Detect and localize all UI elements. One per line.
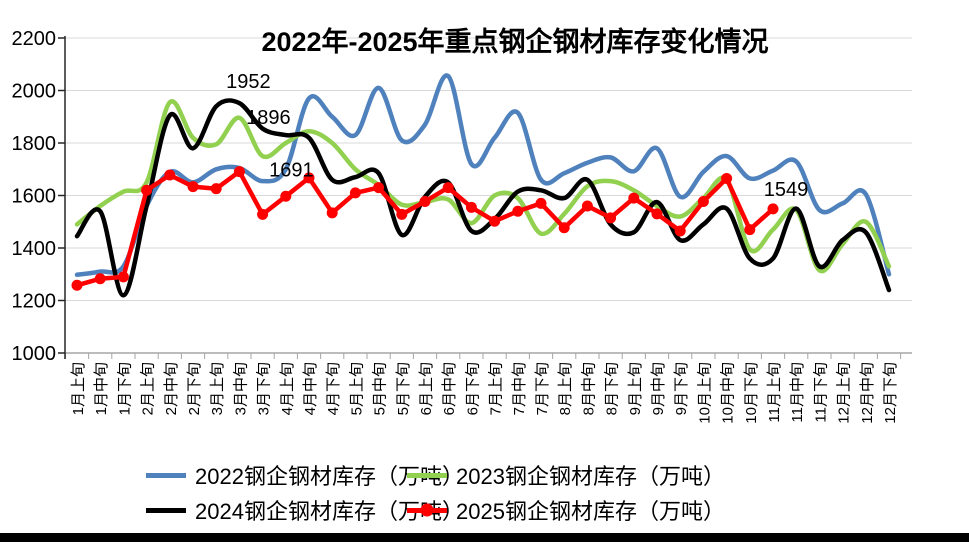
data-point-marker — [535, 197, 547, 209]
x-axis-tick-label: 3月下旬 — [256, 362, 273, 415]
x-axis-tick-label: 2月中旬 — [163, 362, 180, 415]
legend-swatch-2023-line — [407, 472, 447, 478]
data-point-marker — [512, 205, 524, 217]
x-axis-tick-label: 2月下旬 — [186, 362, 203, 415]
x-axis-tick-label: 4月中旬 — [302, 362, 319, 415]
data-point-marker — [233, 166, 245, 178]
x-axis-tick-label: 3月上旬 — [209, 362, 226, 415]
y-axis-tick-label: 1400 — [12, 238, 57, 260]
data-point-marker — [721, 172, 733, 184]
bottom-border-bar — [0, 533, 969, 542]
data-point-marker — [117, 271, 129, 283]
inventory-line-chart: 1000 1200 1400 1600 1800 2000 2200 1月上旬 1月中旬 1月下旬… — [12, 28, 912, 424]
x-axis-tick-label: 12月上旬 — [836, 362, 853, 424]
series-line-2022 — [74, 73, 892, 278]
x-axis-tick-label: 10月中旬 — [720, 362, 737, 424]
y-axis-tick-label: 1800 — [12, 133, 57, 155]
data-point-marker — [164, 169, 176, 181]
x-axis-tick-label: 7月上旬 — [488, 362, 505, 415]
data-point-marker — [396, 208, 408, 220]
data-point-marker — [280, 190, 292, 202]
data-label-annotation: 1691 — [269, 160, 314, 182]
data-label-annotation: 1952 — [226, 71, 271, 93]
data-point-marker — [581, 200, 593, 212]
data-point-marker — [767, 203, 779, 215]
legend-item-2023[interactable]: 2023钢企钢材库存（万吨） — [407, 461, 725, 489]
data-point-marker — [71, 279, 83, 291]
data-point-marker — [349, 187, 361, 199]
x-axis-tick-label: 10月下旬 — [743, 362, 760, 424]
data-point-marker — [187, 181, 199, 193]
data-label-annotation: 1896 — [246, 107, 291, 129]
y-axis-tick-label: 2000 — [12, 81, 57, 103]
data-point-marker — [489, 215, 501, 227]
x-axis-tick-label: 11月中旬 — [789, 362, 806, 423]
data-point-marker — [326, 207, 338, 219]
x-axis-tick-label: 4月下旬 — [325, 362, 342, 415]
data-point-marker — [697, 196, 709, 208]
x-axis-tick-label: 6月中旬 — [441, 362, 458, 415]
x-axis-tick-label: 5月上旬 — [348, 362, 365, 415]
x-axis-tick-label: 3月中旬 — [232, 362, 249, 415]
x-axis-tick-label: 7月下旬 — [534, 362, 551, 415]
x-axis-tick-label: 8月中旬 — [580, 362, 597, 415]
legend-item-2025[interactable]: 2025钢企钢材库存（万吨） — [407, 496, 725, 524]
x-axis-tick-label: 8月上旬 — [557, 362, 574, 415]
series-line-2023 — [74, 99, 892, 274]
data-point-marker — [210, 183, 222, 195]
x-axis-tick-label: 1月上旬 — [70, 362, 87, 415]
legend-swatch-2024-line — [146, 507, 186, 513]
series-line-2025 — [74, 169, 776, 288]
legend-swatch-2022-line — [146, 472, 186, 478]
data-point-marker — [94, 273, 106, 285]
data-point-marker — [744, 224, 756, 236]
x-axis-tick-label: 7月中旬 — [511, 362, 528, 415]
x-axis-tick-label: 2月上旬 — [140, 362, 157, 415]
x-axis-tick-label: 5月下旬 — [395, 362, 412, 415]
data-point-marker — [141, 184, 153, 196]
data-point-marker — [303, 172, 315, 184]
data-point-marker — [465, 201, 477, 213]
x-axis-tick-label: 8月下旬 — [604, 362, 621, 415]
data-point-marker — [257, 208, 269, 220]
x-axis-tick-label: 12月下旬 — [882, 362, 899, 424]
x-axis-tick-label: 11月下旬 — [812, 362, 829, 423]
x-axis-tick-label: 1月下旬 — [116, 362, 133, 415]
x-axis-tick-label: 4月上旬 — [279, 362, 296, 415]
data-point-marker — [628, 192, 640, 204]
series-line-2024 — [74, 98, 892, 298]
x-axis-tick-label: 5月中旬 — [372, 362, 389, 415]
x-axis-tick-label: 1月中旬 — [93, 362, 110, 415]
y-axis-tick-label: 1200 — [12, 291, 57, 313]
data-point-marker — [419, 196, 431, 208]
data-point-marker — [674, 225, 686, 237]
chart-title: 2022年-2025年重点钢企钢材库存变化情况 — [261, 27, 769, 57]
data-point-marker — [442, 182, 454, 194]
data-point-marker — [651, 208, 663, 220]
x-axis-tick-label: 9月上旬 — [627, 362, 644, 415]
x-axis-tick-label: 11月上旬 — [766, 362, 783, 423]
data-point-marker — [373, 182, 385, 194]
x-axis-tick-label: 10月上旬 — [696, 362, 713, 424]
legend-label-2023: 2023钢企钢材库存（万吨） — [456, 464, 725, 489]
data-point-marker — [605, 212, 617, 224]
y-axis-tick-label: 1600 — [12, 186, 57, 208]
y-axis-tick-label: 1000 — [12, 343, 57, 365]
x-axis-tick-label: 12月中旬 — [859, 362, 876, 424]
legend-swatch-2025-line-marker — [407, 503, 447, 517]
data-label-annotation: 1549 — [764, 179, 809, 201]
y-axis-tick-label: 2200 — [12, 28, 57, 50]
x-axis-tick-label: 9月下旬 — [673, 362, 690, 415]
x-axis-tick-label: 9月中旬 — [650, 362, 667, 415]
data-point-marker — [558, 222, 570, 234]
x-axis-tick-label: 6月上旬 — [418, 362, 435, 415]
legend-label-2025: 2025钢企钢材库存（万吨） — [456, 499, 725, 524]
x-axis-tick-label: 6月下旬 — [464, 362, 481, 415]
